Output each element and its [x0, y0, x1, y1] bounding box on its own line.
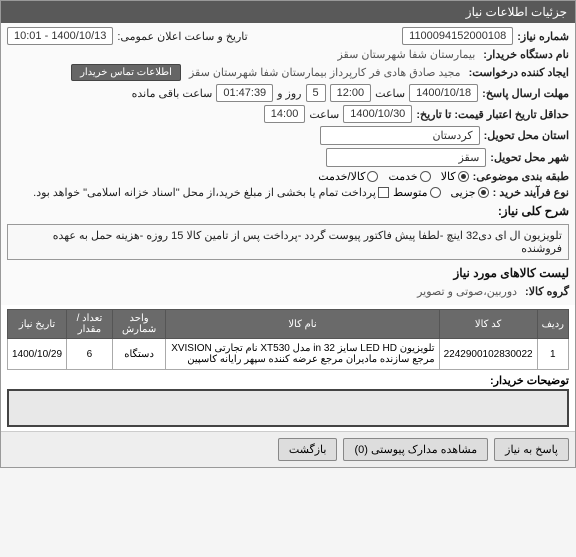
radio-service[interactable]: خدمت	[388, 170, 430, 183]
th-qty: تعداد / مقدار	[67, 310, 113, 339]
th-name: نام کالا	[166, 310, 439, 339]
process-label: نوع فرآیند خرید :	[493, 186, 569, 199]
city-label: شهر محل تحویل:	[490, 151, 569, 164]
th-unit: واحد شمارش	[112, 310, 166, 339]
need-no-value: 1100094152000108	[402, 27, 513, 45]
announce-label: تاریخ و ساعت اعلان عمومی:	[117, 30, 247, 43]
desc-box: تلویزیون ال ای دی32 اینچ -لطفا پیش فاکتو…	[7, 224, 569, 260]
cell-name: تلویزیون LED HD سایز 32 in مدل XT530 نام…	[166, 339, 439, 370]
radio-dot-icon	[420, 171, 431, 182]
th-code: کد کالا	[439, 310, 537, 339]
deadline-date: 1400/10/18	[409, 84, 478, 102]
radio-both[interactable]: کالا/خدمت	[318, 170, 378, 183]
notes-box	[7, 389, 569, 427]
province-label: استان محل تحویل:	[484, 129, 569, 142]
validity-date: 1400/10/30	[343, 105, 412, 123]
notes-label: توضیحات خریدار:	[490, 375, 569, 387]
attachments-button[interactable]: مشاهده مدارک پیوستی (0)	[343, 438, 488, 461]
goods-table: ردیف کد کالا نام کالا واحد شمارش تعداد /…	[7, 309, 569, 370]
process-radio-group: جزیی متوسط	[393, 186, 489, 199]
days-value: 5	[306, 84, 326, 102]
cell-qty: 6	[67, 339, 113, 370]
radio-dot-icon	[367, 171, 378, 182]
class-label: طبقه بندی موضوعی:	[473, 170, 569, 183]
need-no-label: شماره نیاز:	[517, 30, 569, 43]
validity-label: حداقل تاریخ اعتبار قیمت: تا تاریخ:	[416, 108, 569, 121]
deadline-time: 12:00	[330, 84, 372, 102]
radio-dot-icon	[458, 171, 469, 182]
radio-medium[interactable]: متوسط	[393, 186, 441, 199]
radio-goods[interactable]: کالا	[441, 170, 469, 183]
th-idx: ردیف	[537, 310, 568, 339]
buyer-label: نام دستگاه خریدار:	[483, 48, 569, 61]
city-value: سقز	[326, 148, 486, 167]
checkbox-icon	[378, 187, 389, 198]
announce-value: 1400/10/13 - 10:01	[7, 27, 113, 45]
days-label: روز و	[277, 87, 301, 100]
cell-code: 2242900102830022	[439, 339, 537, 370]
radio-dot-icon	[430, 187, 441, 198]
buyer-value: بیمارستان شفا شهرستان سقز	[333, 48, 479, 61]
goods-group-value: دوربین،صوتی و تصویر	[413, 285, 521, 298]
deadline-label: مهلت ارسال پاسخ:	[482, 87, 569, 100]
remain-label: ساعت باقی مانده	[132, 87, 213, 100]
reply-button[interactable]: پاسخ به نیاز	[494, 438, 569, 461]
radio-partial[interactable]: جزیی	[451, 186, 489, 199]
table-header-row: ردیف کد کالا نام کالا واحد شمارش تعداد /…	[8, 310, 569, 339]
table-row[interactable]: 1 2242900102830022 تلویزیون LED HD سایز …	[8, 339, 569, 370]
time-label-2: ساعت	[309, 108, 339, 121]
validity-time: 14:00	[264, 105, 306, 123]
class-radio-group: کالا خدمت کالا/خدمت	[318, 170, 468, 183]
requester-label: ایجاد کننده درخواست:	[469, 66, 569, 79]
cell-unit: دستگاه	[112, 339, 166, 370]
remain-time: 01:47:39	[216, 84, 273, 102]
requester-value: مجید صادق هادی فر کارپرداز بیمارستان شفا…	[185, 66, 465, 79]
goods-list-label: لیست کالاهای مورد نیاز	[453, 264, 569, 282]
cell-date: 1400/10/29	[8, 339, 67, 370]
th-date: تاریخ نیاز	[8, 310, 67, 339]
payment-check[interactable]: پرداخت تمام یا بخشی از مبلغ خرید،از محل …	[33, 186, 389, 199]
time-label-1: ساعت	[375, 87, 405, 100]
goods-group-label: گروه کالا:	[525, 285, 569, 298]
cell-idx: 1	[537, 339, 568, 370]
back-button[interactable]: بازگشت	[278, 438, 338, 461]
province-value: کردستان	[320, 126, 480, 145]
radio-dot-icon	[478, 187, 489, 198]
contact-buyer-button[interactable]: اطلاعات تماس خریدار	[71, 64, 181, 81]
desc-label: شرح کلی نیاز:	[498, 202, 569, 220]
window-header: جزئیات اطلاعات نیاز	[1, 1, 575, 23]
window-title: جزئیات اطلاعات نیاز	[466, 5, 567, 19]
footer-bar: پاسخ به نیاز مشاهده مدارک پیوستی (0) باز…	[1, 431, 575, 467]
